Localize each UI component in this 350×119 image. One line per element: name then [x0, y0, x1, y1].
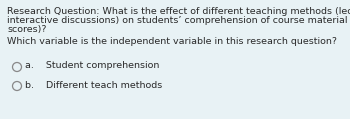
Text: Research Question: What is the effect of different teaching methods (lecture-bas: Research Question: What is the effect of…	[7, 7, 350, 16]
Text: interactive discussions) on students’ comprehension of course material (measured: interactive discussions) on students’ co…	[7, 16, 350, 25]
Text: scores)?: scores)?	[7, 25, 47, 34]
Text: Which variable is the independent variable in this research question?: Which variable is the independent variab…	[7, 37, 337, 46]
Text: b.    Different teach methods: b. Different teach methods	[25, 80, 162, 89]
Text: a.    Student comprehension: a. Student comprehension	[25, 62, 159, 70]
